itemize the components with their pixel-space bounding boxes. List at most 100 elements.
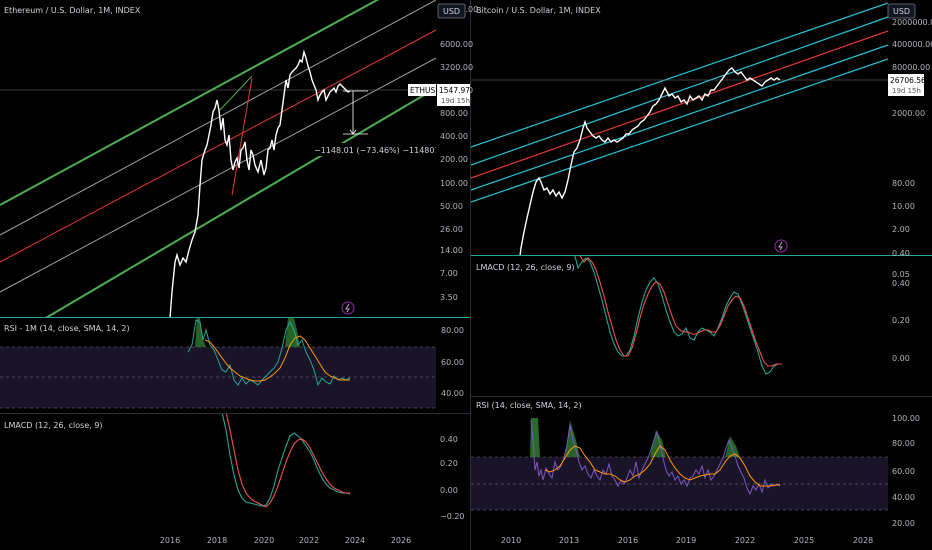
svg-text:1547.97: 1547.97	[439, 86, 470, 95]
time-axis-label: 2013	[559, 536, 579, 545]
eth-macd-title: LMACD (12, 26, close, 9)	[4, 421, 103, 430]
rsi-axis-label: 80.00	[441, 326, 464, 335]
eth-measure-tool[interactable]: −1148.01 (−73.46%) −114801	[312, 90, 440, 156]
btc-macd-line	[574, 256, 782, 375]
eth-macd-axis: 0.40 0.20 0.00 −0.20	[440, 435, 465, 521]
price-axis-label: 2.00	[892, 225, 910, 234]
btc-rsi-axis: 100.00 80.00 60.00 40.00 20.00	[892, 414, 920, 528]
price-axis-label: 3.50	[440, 293, 458, 302]
macd-axis-label: −0.20	[440, 512, 465, 521]
btc-rsi-ma	[544, 445, 780, 487]
price-axis-label: 10.00	[892, 202, 915, 211]
eth-green-trendline	[219, 75, 253, 111]
btc-currency-button[interactable]: USD	[887, 3, 916, 19]
btc-price-pane[interactable]	[471, 2, 888, 256]
macd-axis-label: 0.40	[440, 435, 458, 444]
btc-rsi-line	[530, 419, 781, 496]
eth-rsi-line	[187, 319, 351, 387]
btc-rsi-overbought-fill-1	[530, 418, 540, 457]
eth-macd-pane[interactable]: LMACD (12, 26, close, 9) 0.40 0.20 0.00 −0.…	[4, 412, 465, 521]
price-axis-label: 400.00	[440, 132, 468, 141]
price-axis-label: 50.00	[440, 202, 463, 211]
price-axis-label: 26.00	[440, 225, 463, 234]
rsi-axis-label: 40.00	[441, 389, 464, 398]
macd-axis-label: 0.20	[892, 316, 910, 325]
price-axis-label: 400000.00	[892, 40, 932, 49]
svg-text:ETHUSD: ETHUSD	[410, 86, 441, 95]
eth-macd-line	[221, 414, 351, 507]
eth-rsi-pane[interactable]: RSI - 1M (14, close, SMA, 14, 2) 80.00 60…	[0, 318, 464, 409]
eth-channel-lower-inner	[0, 57, 436, 293]
price-axis-label: 7.00	[440, 269, 458, 278]
svg-text:19d 15h: 19d 15h	[892, 87, 921, 95]
macd-axis-label: 0.00	[892, 354, 910, 363]
btc-macd-axis: 0.40 0.20 0.00	[892, 279, 910, 363]
eth-rsi-overbought-fill-1	[195, 318, 206, 347]
price-axis-label: 6000.00	[440, 40, 473, 49]
svg-text:USD: USD	[893, 7, 910, 16]
svg-text:USD: USD	[443, 7, 460, 16]
price-axis-label: 2000000.00	[892, 18, 932, 27]
eth-symbol-tag: ETHUSD	[408, 84, 441, 96]
price-axis-label: 0.40	[892, 249, 910, 258]
eth-replay-icon[interactable]	[341, 301, 355, 315]
time-axis-label: 2020	[254, 536, 274, 545]
btc-channel-2	[471, 16, 888, 166]
time-axis-label: 2016	[160, 536, 180, 545]
btc-rsi-title: RSI (14, close, SMA, 14, 2)	[476, 401, 582, 410]
btc-channel-5	[471, 58, 888, 203]
time-axis-label: 2018	[207, 536, 227, 545]
time-axis-label: 2024	[345, 536, 365, 545]
eth-rsi-title: RSI - 1M (14, close, SMA, 14, 2)	[4, 324, 130, 333]
price-axis-label: 80000.00	[892, 63, 930, 72]
rsi-axis-label: 20.00	[892, 519, 915, 528]
btc-price-line	[519, 67, 781, 255]
eth-channel-upper-inner	[0, 0, 436, 236]
time-axis-label: 2028	[853, 536, 873, 545]
rsi-axis-label: 60.00	[892, 467, 915, 476]
btc-price-tag: 26706.56 19d 15h	[888, 74, 926, 96]
btc-macd-pane[interactable]: LMACD (12, 26, close, 9) 0.40 0.20 0.00	[476, 256, 910, 375]
eth-price-axis[interactable]: 12000.006000.003200.001600.00800.00400.0…	[440, 5, 478, 302]
btc-macd-signal	[579, 256, 782, 367]
btc-replay-icon[interactable]	[774, 239, 788, 253]
eth-measure-label: −1148.01 (−73.46%) −114801	[314, 146, 440, 155]
eth-price-tag: 1547.97 19d 15h	[437, 84, 470, 106]
svg-text:26706.56: 26706.56	[890, 76, 926, 85]
eth-currency-button[interactable]: USD	[437, 3, 466, 19]
price-axis-label: 80.00	[892, 179, 915, 188]
btc-regression-channel	[471, 2, 888, 203]
btc-price-axis[interactable]: 2000000.00 400000.00 80000.00 2000.00 80.00 1…	[892, 18, 932, 279]
btc-channel-1	[471, 2, 888, 148]
rsi-axis-label: 60.00	[441, 358, 464, 367]
rsi-axis-label: 100.00	[892, 414, 920, 423]
macd-axis-label: 0.00	[440, 486, 458, 495]
eth-channel-lower	[45, 87, 436, 317]
btc-time-axis[interactable]: 2010 2013 2016 2019 2022 2025 2028	[501, 536, 873, 545]
eth-channel-upper	[0, 0, 380, 206]
btc-rsi-overbought-fill-4	[725, 436, 740, 457]
btc-rsi-overbought-fill-3	[650, 430, 666, 457]
eth-rsi-zone	[0, 347, 436, 408]
svg-text:19d 15h: 19d 15h	[441, 97, 470, 105]
rsi-axis-label: 40.00	[892, 493, 915, 502]
price-axis-label: 200.00	[440, 155, 468, 164]
btc-rsi-zone	[471, 457, 888, 510]
eth-price-pane[interactable]: −1148.01 (−73.46%) −114801	[0, 0, 440, 345]
price-axis-label: 0.05	[892, 270, 910, 279]
eth-chart-title: Ethereum / U.S. Dollar, 1M, INDEX	[4, 6, 141, 15]
time-axis-label: 2026	[391, 536, 411, 545]
eth-channel-mid	[0, 29, 436, 263]
eth-time-axis[interactable]: 2016 2018 2020 2022 2024 2026	[160, 536, 411, 545]
btc-chart-title: Bitcoin / U.S. Dollar, 1M, INDEX	[476, 6, 601, 15]
eth-regression-channel	[0, 0, 436, 317]
eth-rsi-axis: 80.00 60.00 40.00	[441, 326, 464, 398]
btc-channel-4	[471, 44, 888, 191]
btc-rsi-pane[interactable]: RSI (14, close, SMA, 14, 2) 100.00 80.00 6…	[471, 401, 920, 528]
eth-red-trendline	[231, 77, 253, 196]
price-axis-label: 2000.00	[892, 109, 925, 118]
time-axis-label: 2022	[299, 536, 319, 545]
